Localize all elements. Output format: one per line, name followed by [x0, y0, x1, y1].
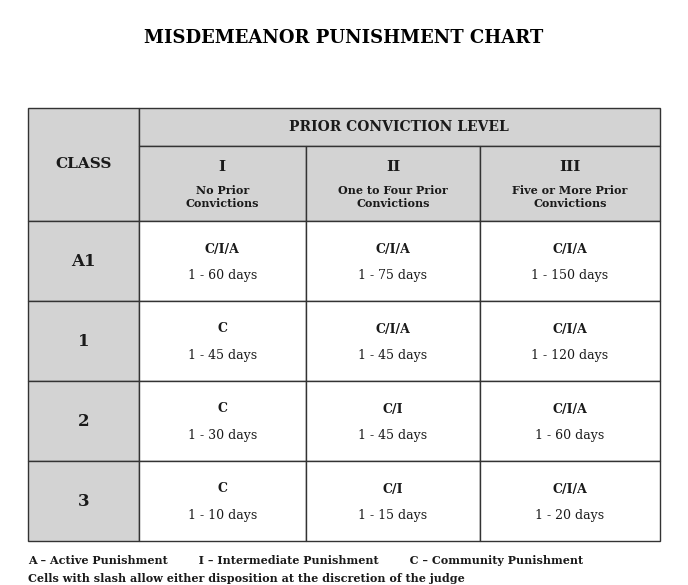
Bar	[28, 221, 138, 301]
Text: 1 - 45 days: 1 - 45 days	[188, 349, 257, 362]
Text: No Prior
Convictions: No Prior Convictions	[186, 185, 259, 209]
Bar	[28, 301, 138, 381]
Text: MISDEMEANOR PUNISHMENT CHART: MISDEMEANOR PUNISHMENT CHART	[144, 29, 544, 47]
Bar	[138, 461, 306, 541]
Text: 1 - 60 days: 1 - 60 days	[535, 429, 605, 442]
Text: 1 - 45 days: 1 - 45 days	[358, 429, 427, 442]
Bar	[138, 108, 660, 146]
Text: C/I/A: C/I/A	[552, 243, 588, 256]
Text: C: C	[217, 402, 227, 415]
Text: C/I/A: C/I/A	[376, 243, 411, 256]
Text: CLASS: CLASS	[55, 157, 111, 171]
Bar	[306, 461, 480, 541]
Text: A1: A1	[71, 253, 96, 270]
Text: A – Active Punishment        I – Intermediate Punishment        C – Community Pu: A – Active Punishment I – Intermediate P…	[28, 555, 583, 566]
Text: C/I/A: C/I/A	[376, 322, 411, 336]
Text: C/I: C/I	[383, 402, 403, 415]
Bar	[28, 381, 138, 461]
Text: 3: 3	[78, 493, 89, 510]
Bar	[138, 381, 306, 461]
Text: C: C	[217, 483, 227, 495]
Bar	[138, 221, 306, 301]
Text: C/I/A: C/I/A	[552, 322, 588, 336]
Text: C/I: C/I	[383, 483, 403, 495]
Text: 1: 1	[78, 332, 89, 349]
Text: 1 - 10 days: 1 - 10 days	[188, 509, 257, 522]
Text: C/I/A: C/I/A	[552, 483, 588, 495]
Text: 1 - 45 days: 1 - 45 days	[358, 349, 427, 362]
Text: Cells with slash allow either disposition at the discretion of the judge: Cells with slash allow either dispositio…	[28, 573, 465, 584]
Bar	[480, 221, 660, 301]
Text: 1 - 120 days: 1 - 120 days	[531, 349, 608, 362]
Text: 1 - 20 days: 1 - 20 days	[535, 509, 605, 522]
Text: 1 - 15 days: 1 - 15 days	[358, 509, 427, 522]
Text: C/I/A: C/I/A	[205, 243, 240, 256]
Bar	[306, 381, 480, 461]
Bar	[480, 146, 660, 221]
Text: II: II	[386, 160, 400, 174]
Bar	[480, 461, 660, 541]
Bar	[480, 301, 660, 381]
Text: 1 - 75 days: 1 - 75 days	[358, 269, 427, 282]
Text: C/I/A: C/I/A	[552, 402, 588, 415]
Bar	[28, 461, 138, 541]
Text: C: C	[217, 322, 227, 336]
Text: I: I	[219, 160, 226, 174]
Bar	[138, 146, 306, 221]
Text: III: III	[559, 160, 581, 174]
Bar	[480, 381, 660, 461]
Bar	[138, 301, 306, 381]
Text: 1 - 30 days: 1 - 30 days	[188, 429, 257, 442]
Text: Five or More Prior
Convictions: Five or More Prior Convictions	[513, 185, 627, 209]
Bar	[306, 146, 480, 221]
Bar	[306, 301, 480, 381]
Text: PRIOR CONVICTION LEVEL: PRIOR CONVICTION LEVEL	[290, 120, 509, 134]
Bar	[306, 221, 480, 301]
Bar	[28, 108, 138, 221]
Text: 1 - 150 days: 1 - 150 days	[531, 269, 608, 282]
Text: 2: 2	[78, 412, 89, 429]
Text: 1 - 60 days: 1 - 60 days	[188, 269, 257, 282]
Text: One to Four Prior
Convictions: One to Four Prior Convictions	[338, 185, 448, 209]
